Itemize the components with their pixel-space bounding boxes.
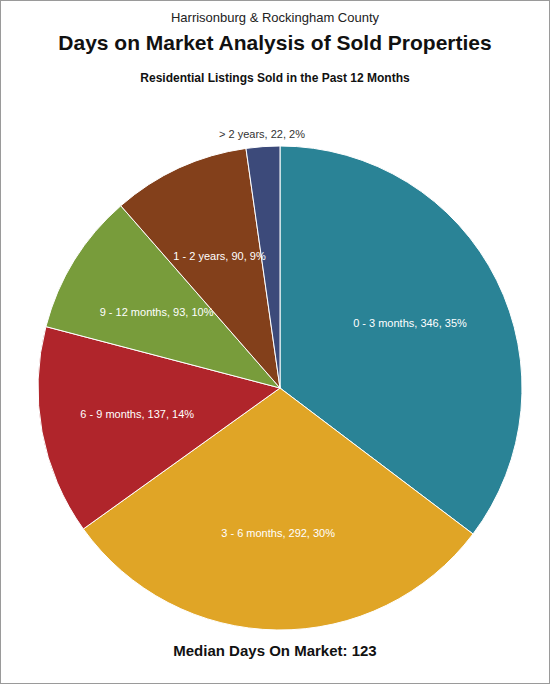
- svg-text:0 - 3 months, 346, 35%: 0 - 3 months, 346, 35%: [353, 317, 467, 329]
- svg-text:> 2 years, 22, 2%: > 2 years, 22, 2%: [219, 128, 305, 140]
- html-text:Residential Listings Sold in t: Residential Listings Sold in the Past 12…: [140, 71, 410, 85]
- html-text:Days on Market Analysis of Sol: Days on Market Analysis of Sold Properti…: [58, 31, 492, 54]
- svg-text:3 - 6 months, 292, 30%: 3 - 6 months, 292, 30%: [221, 527, 335, 539]
- html-text:Median Days On Market: 123: Median Days On Market: 123: [173, 642, 377, 659]
- svg-text:1 - 2 years, 90, 9%: 1 - 2 years, 90, 9%: [173, 250, 266, 262]
- html-text:Harrisonburg & Rockingham Coun: Harrisonburg & Rockingham County: [170, 10, 379, 25]
- svg-text:6 - 9 months, 137, 14%: 6 - 9 months, 137, 14%: [80, 408, 194, 420]
- svg-text:9 - 12 months, 93, 10%: 9 - 12 months, 93, 10%: [100, 306, 214, 318]
